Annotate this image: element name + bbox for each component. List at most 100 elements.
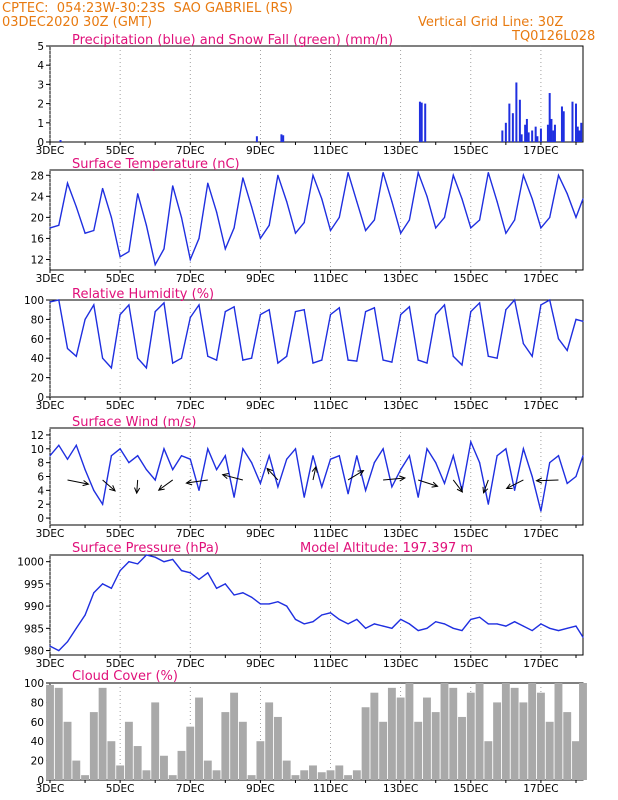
data-point: [382, 359, 384, 361]
cloud-bar: [238, 721, 247, 780]
wind-arrow: [67, 479, 89, 485]
data-point: [566, 193, 568, 195]
wind-arrow: [418, 479, 438, 487]
precip-bar: [550, 118, 553, 142]
y-tick-label: 12: [31, 254, 44, 266]
panel-title: Surface Wind (m/s): [72, 415, 196, 430]
data-point: [66, 182, 69, 184]
data-point: [382, 625, 384, 627]
wind-arrow-head: [456, 485, 464, 493]
data-point: [338, 216, 340, 218]
data-point: [338, 455, 340, 457]
data-point: [426, 627, 428, 629]
x-tick-label: 7DEC: [176, 528, 205, 540]
data-point: [172, 558, 174, 561]
data-point: [215, 587, 218, 589]
data-point: [259, 603, 261, 605]
panel-title: Relative Humidity (%): [72, 287, 214, 302]
cloud-bar: [563, 712, 572, 780]
data-point: [101, 357, 104, 359]
data-point: [75, 206, 77, 208]
precip-bar: [531, 130, 534, 142]
cloud-bar: [221, 712, 230, 780]
cloud-bar: [579, 683, 587, 780]
cloud-bar: [510, 687, 519, 780]
y-tick-label: 10: [31, 444, 44, 456]
data-point: [575, 318, 577, 320]
cloud-bar: [300, 770, 309, 780]
x-tick-label: 7DEC: [176, 658, 205, 670]
y-tick-label: 60: [31, 334, 44, 346]
x-tick-label: 11DEC: [313, 400, 348, 412]
y-tick-label: 40: [31, 736, 44, 748]
precip-bar: [255, 136, 258, 142]
x-tick-label: 11DEC: [313, 658, 348, 670]
data-point: [207, 572, 209, 574]
data-point: [347, 172, 349, 174]
x-tick-label: 13DEC: [383, 145, 418, 157]
data-point: [233, 306, 235, 308]
data-point: [426, 362, 428, 364]
cloud-bar: [98, 687, 107, 780]
data-point: [189, 458, 191, 460]
x-tick-label: 15DEC: [453, 658, 488, 670]
cloud-bar: [344, 775, 353, 780]
data-point: [582, 320, 584, 322]
data-point: [286, 355, 288, 357]
precip-bar: [534, 126, 537, 142]
cloud-bar: [370, 692, 379, 780]
data-point: [557, 629, 560, 632]
data-point: [207, 448, 209, 450]
data-point: [435, 621, 437, 623]
data-point: [514, 489, 516, 491]
wind-arrow: [158, 479, 174, 491]
data-point: [128, 304, 130, 306]
data-point: [294, 311, 297, 313]
precip-bar: [59, 140, 62, 142]
cloud-bar: [81, 775, 90, 780]
data-point: [347, 359, 349, 361]
data-point: [338, 307, 340, 309]
cloud-bar: [335, 765, 344, 780]
panel-title: Precipitation (blue) and Snow Fall (gree…: [72, 33, 393, 48]
x-tick-label: 11DEC: [313, 528, 348, 540]
cloud-bar: [54, 687, 63, 780]
x-tick-label: 13DEC: [383, 658, 418, 670]
data-point: [110, 367, 112, 369]
data-point: [180, 357, 183, 359]
cloud-bar: [449, 687, 458, 780]
data-point: [557, 338, 560, 340]
x-tick-label: 17DEC: [523, 783, 558, 795]
data-point: [549, 299, 551, 301]
data-point: [400, 232, 402, 234]
cloud-bar: [203, 760, 212, 780]
x-tick-label: 9DEC: [246, 783, 275, 795]
data-point: [496, 623, 498, 625]
cloud-bar: [256, 741, 265, 780]
data-point: [303, 496, 305, 498]
cloud-bar: [387, 687, 396, 780]
data-point: [417, 629, 419, 632]
data-point: [400, 618, 402, 621]
data-point: [268, 455, 270, 457]
y-tick-label: 3: [37, 79, 44, 91]
y-tick-label: 40: [31, 353, 44, 365]
cloud-bar: [475, 683, 484, 780]
x-tick-label: 5DEC: [106, 658, 135, 670]
data-point: [373, 219, 375, 221]
wind-arrow: [186, 479, 208, 484]
data-point: [189, 572, 191, 574]
data-point: [312, 174, 314, 176]
data-point: [347, 623, 349, 625]
wind-arrow-head: [266, 467, 273, 475]
data-point: [128, 462, 130, 464]
y-tick-label: 20: [31, 212, 44, 224]
series-line-pressure: [49, 554, 584, 652]
data-point: [531, 475, 533, 478]
panel-humidity: 0 20 40 60 80 100 3DEC 5DEC 7DEC 9DEC 11DEC 13DEC 15…: [24, 287, 584, 412]
data-point: [93, 592, 95, 594]
data-point: [58, 444, 60, 446]
data-point: [49, 645, 51, 647]
cloud-bar: [160, 755, 168, 780]
